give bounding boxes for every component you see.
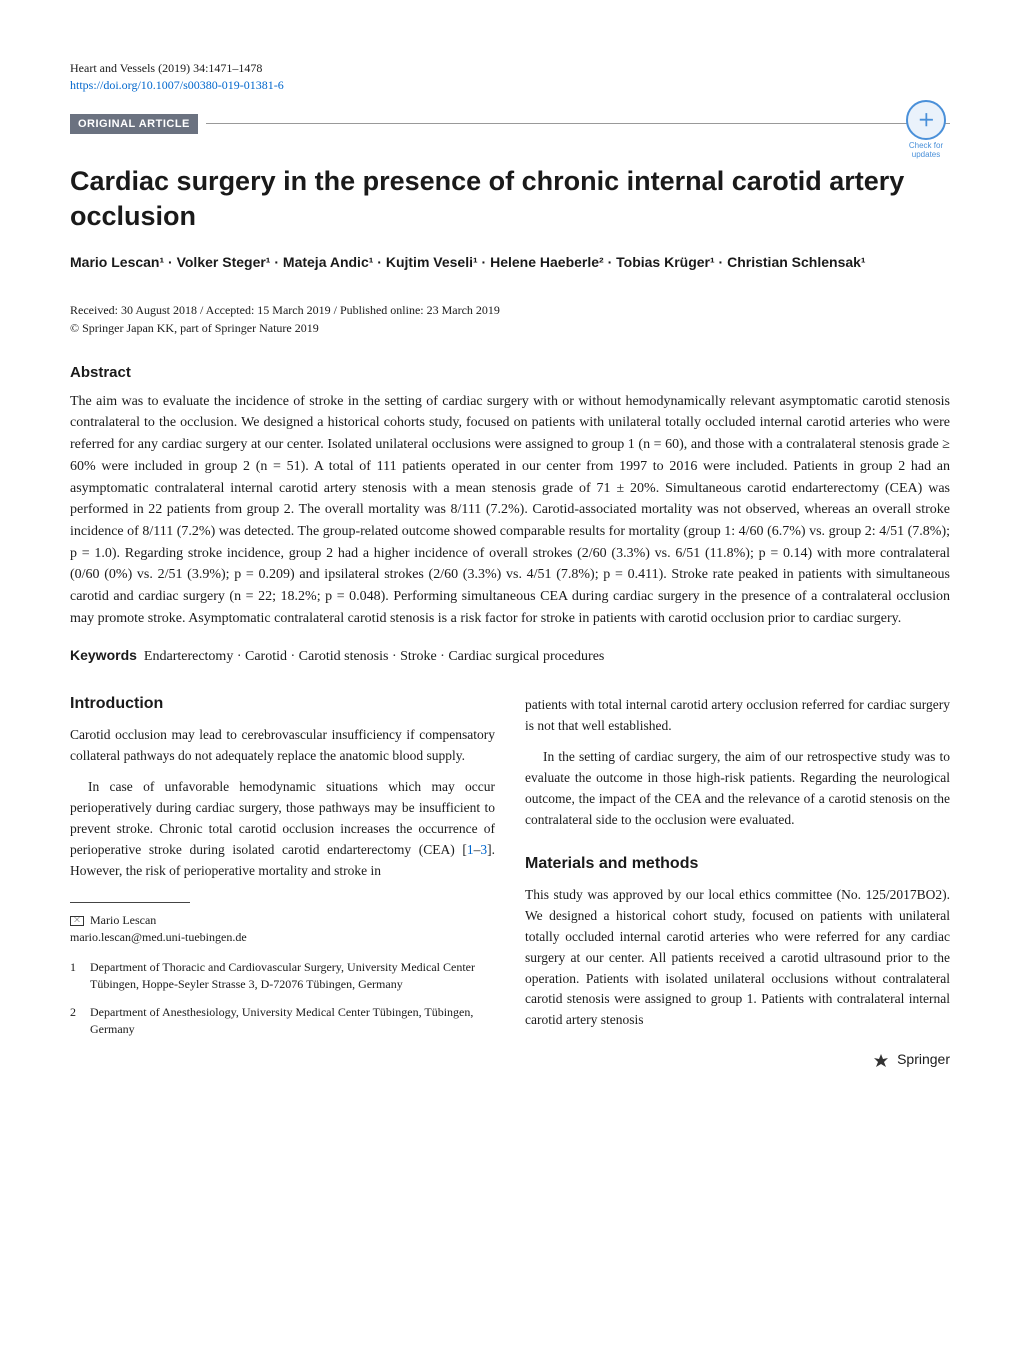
intro-paragraph-1: Carotid occlusion may lead to cerebrovas… [70,725,495,767]
keywords-text: Endarterectomy · Carotid · Carotid steno… [144,649,604,664]
article-dates: Received: 30 August 2018 / Accepted: 15 … [70,303,950,318]
check-updates-badge[interactable]: ✕ Check for updates [902,100,950,148]
citation-link-1[interactable]: 1 [467,842,474,857]
doi-link[interactable]: https://doi.org/10.1007/s00380-019-01381… [70,78,284,92]
corresponding-author: Mario Lescan [70,913,495,928]
affiliation-number: 2 [70,1004,82,1039]
affiliation-number: 1 [70,959,82,994]
journal-header: Heart and Vessels (2019) 34:1471–1478 ht… [70,60,950,94]
intro-paragraph-2: In case of unfavorable hemodynamic situa… [70,777,495,882]
intro-paragraph-3: patients with total internal carotid art… [525,695,950,737]
footnote-divider [70,902,190,903]
keywords-label: Keywords [70,647,137,663]
abstract-heading: Abstract [70,364,950,381]
divider-line [206,123,950,124]
copyright-line: © Springer Japan KK, part of Springer Na… [70,321,950,336]
publisher-logo: ⁠ Springer [525,1051,950,1068]
intro-paragraph-4: In the setting of cardiac surgery, the a… [525,747,950,831]
article-title: Cardiac surgery in the presence of chron… [70,164,950,234]
affiliation-text: Department of Thoracic and Cardiovascula… [90,959,495,994]
affiliation-2: 2 Department of Anesthesiology, Universi… [70,1004,495,1039]
article-type-badge: ORIGINAL ARTICLE [70,114,198,134]
springer-icon [873,1053,889,1069]
envelope-icon [70,916,84,926]
affiliation-text: Department of Anesthesiology, University… [90,1004,495,1039]
keywords-line: Keywords Endarterectomy · Carotid · Caro… [70,647,950,665]
authors-list: Mario Lescan¹ · Volker Steger¹ · Mateja … [70,252,950,273]
affiliation-1: 1 Department of Thoracic and Cardiovascu… [70,959,495,994]
corresponding-email: mario.lescan@med.uni-tuebingen.de [70,930,495,945]
journal-citation: Heart and Vessels (2019) 34:1471–1478 [70,60,950,77]
methods-heading: Materials and methods [525,855,950,873]
abstract-text: The aim was to evaluate the incidence of… [70,391,950,630]
introduction-heading: Introduction [70,695,495,713]
methods-paragraph-1: This study was approved by our local eth… [525,885,950,1031]
